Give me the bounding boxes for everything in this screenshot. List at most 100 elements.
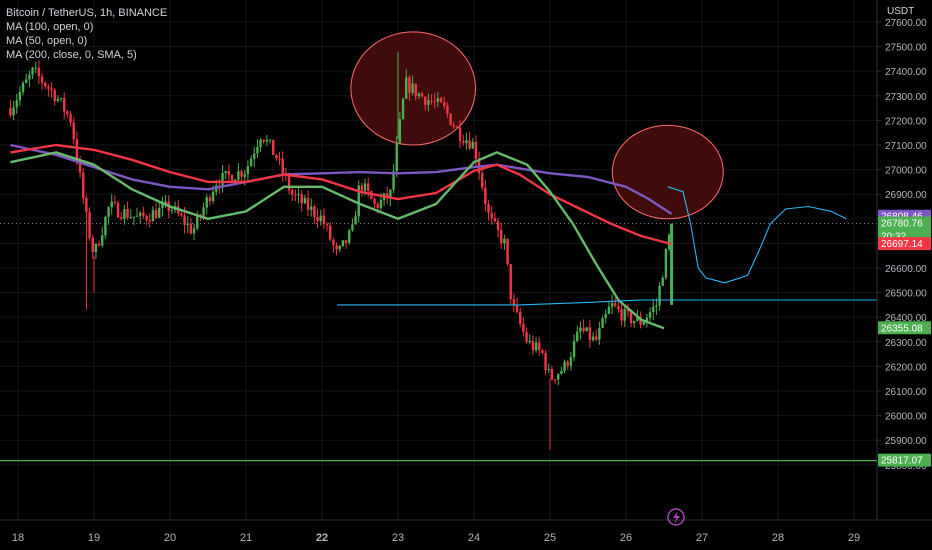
candle-body [94,243,98,253]
candle-body [161,203,164,209]
candle-body [515,304,519,312]
candle-body [601,318,604,328]
price-axis[interactable]: 25800.0025900.0026000.0026100.0026200.00… [0,0,932,521]
candle-body [471,141,474,149]
y-tick-label: 27200.00 [885,116,927,127]
price-label-text: 25817.07 [881,456,923,467]
candle-body [158,208,161,218]
candle-body [268,139,272,141]
moving-average-line [10,151,665,330]
candle-body [633,320,636,324]
candle-body [474,141,478,160]
y-tick-label: 27500.00 [885,43,927,54]
candle-body [604,313,607,319]
candle-body [300,194,303,204]
candle-body [636,316,639,321]
candle-body [183,215,186,225]
candle-body [493,218,497,222]
legend-symbol[interactable]: Bitcoin / TetherUS, 1h, BINANCE [6,7,168,19]
price-labels: 26808.4626780.7620:3226697.1426355.08258… [878,209,931,467]
y-tick-label: 25900.00 [885,436,927,447]
candle-body [525,332,528,342]
candle-body [395,142,398,172]
candle-body [528,340,531,342]
candle-body [275,154,278,159]
candle-body [75,139,79,162]
candle-body [101,235,104,246]
candle-body [335,245,338,250]
y-tick-label: 26200.00 [885,362,927,373]
candle-body [192,228,196,234]
price-label-countdown: 20:32 [881,232,906,243]
x-tick-label: 18 [12,532,24,544]
candle-body [376,203,379,209]
candle-body [424,96,427,105]
price-label-bg [878,237,931,251]
y-tick-label: 26100.00 [885,387,927,398]
y-tick-label: 27400.00 [885,67,927,78]
candle-body [563,361,566,371]
candle-body [240,171,243,177]
candle-body [623,309,626,321]
candle-body [534,342,538,351]
legend-ma-50[interactable]: MA (50, open, 0) [6,35,88,47]
legend-ma-100[interactable]: MA (100, open, 0) [6,21,94,33]
legend-ma-200[interactable]: MA (200, close, 0, SMA, 5) [6,49,137,61]
candle-body [512,299,516,305]
y-tick-label: 26500.00 [885,289,927,300]
candle-body [547,369,550,371]
candle-body [154,210,158,218]
candle-body [259,139,262,148]
candle-body [560,370,563,374]
candle-body [294,194,297,196]
candle-body [316,216,319,222]
candle-body [405,77,408,99]
y-tick-label: 26300.00 [885,338,927,349]
candle-body [348,230,351,243]
candle-body [344,240,348,243]
x-tick-label: 25 [544,532,556,544]
y-tick-label: 26900.00 [885,190,927,201]
candle-body [386,193,389,199]
price-label-text: 26697.14 [881,239,923,250]
candle-body [433,101,436,103]
candle-body [585,327,588,331]
candle-body [614,302,617,306]
candle-body [272,139,275,155]
candle-body [325,224,329,226]
candle-body [465,140,468,144]
candle-body [332,239,335,246]
candle-body [196,214,199,229]
candle-body [500,230,503,244]
candle-body [205,197,208,208]
y-tick-label: 27600.00 [885,18,927,29]
candle-body [230,175,234,183]
candle-body [522,323,525,333]
candle-body [110,201,113,208]
y-tick-label: 26000.00 [885,412,927,423]
candle-body [249,158,253,167]
candle-body [63,97,66,112]
candle-body [484,187,487,204]
flash-icon[interactable] [667,508,685,526]
candle-body [319,215,322,222]
candle-body [379,199,383,209]
y-tick-label: 26600.00 [885,264,927,275]
candle-body [47,86,50,89]
candle-body [208,197,212,202]
candle-body [306,197,310,210]
x-tick-label: 22 [316,532,328,544]
candle-body [408,77,411,93]
y-tick-label: 26400.00 [885,313,927,324]
candle-body [69,114,72,123]
candle-body [582,327,585,331]
x-tick-label: 20 [164,532,176,544]
x-tick-label: 26 [620,532,632,544]
candle-body [135,215,139,217]
candle-body [373,198,376,204]
candle-body [237,171,240,180]
time-axis[interactable]: 18 19 20 21 22 23 24 25 26 27 28 29 [12,532,860,544]
candle-body [576,331,579,342]
flash-icon-bolt [673,511,680,524]
